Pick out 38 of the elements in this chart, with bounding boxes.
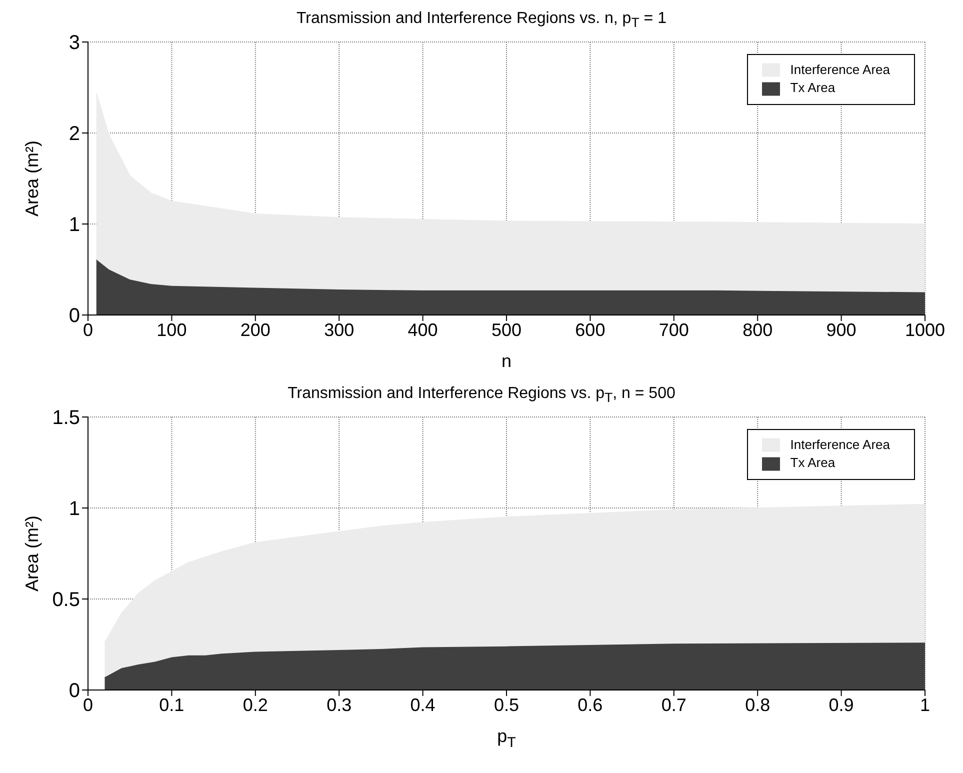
x-tick-label: 200 — [240, 320, 270, 340]
x-tick-label: 1000 — [904, 320, 946, 340]
x-tick-label: 0 — [82, 694, 94, 715]
x-tick-label: 0.5 — [494, 694, 520, 715]
y-tick-label: 3 — [68, 32, 80, 54]
y-tick-label: 1.5 — [52, 407, 80, 430]
legend-label: Tx Area — [790, 455, 836, 470]
x-tick-label: 0.7 — [661, 694, 686, 715]
x-axis-title: n — [501, 351, 512, 371]
legend-label: Interference Area — [790, 62, 890, 77]
y-tick-label: 0.5 — [52, 589, 80, 612]
y-tick-label: 1 — [68, 214, 80, 236]
x-tick-label: 0.8 — [745, 694, 770, 715]
x-axis-title: p$_{T}$ — [497, 726, 516, 751]
y-axis-title: Area (m²) — [22, 516, 42, 592]
y-tick-label: 2 — [68, 123, 80, 146]
x-tick-label: 800 — [742, 320, 773, 340]
x-tick-label: 0.2 — [242, 694, 268, 715]
x-tick-label: 0.4 — [410, 694, 436, 715]
x-tick-label: 1 — [920, 694, 930, 715]
x-tick-label: 100 — [156, 320, 187, 340]
x-tick-label: 600 — [575, 320, 606, 340]
x-tick-label: 700 — [658, 320, 689, 340]
x-tick-label: 400 — [408, 320, 438, 340]
x-tick-label: 0.3 — [326, 694, 352, 715]
y-tick-label: 1 — [68, 498, 80, 520]
x-tick-label: 0.6 — [578, 694, 603, 715]
x-tick-label: 900 — [826, 320, 856, 340]
chart-title: Transmission and Interference Regions vs. p$_{T}$, n = 500 — [286, 384, 676, 408]
x-tick-label: 500 — [491, 320, 522, 340]
legend-label: Interference Area — [790, 437, 890, 452]
x-tick-label: 300 — [324, 320, 354, 340]
x-tick-label: 0.9 — [828, 694, 854, 715]
x-tick-label: 0.1 — [159, 694, 184, 715]
y-axis-title: Area (m²) — [22, 140, 42, 216]
x-tick-label: 0 — [82, 320, 94, 340]
chart-title: Transmission and Interference Regions vs. n, p$_{T}$ = 1 — [296, 9, 668, 32]
legend-label: Tx Area — [790, 80, 836, 96]
